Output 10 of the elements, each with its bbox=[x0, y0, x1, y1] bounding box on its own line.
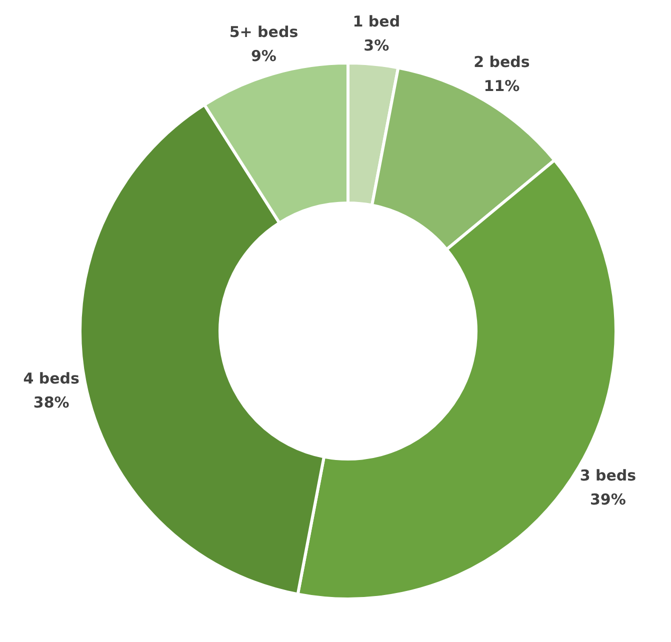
data-label: 9% bbox=[251, 46, 276, 65]
slice-label: 4 beds bbox=[23, 370, 80, 388]
data-label: 11% bbox=[484, 77, 520, 96]
data-label: 3% bbox=[364, 36, 390, 54]
slice-label: 1 bed bbox=[352, 12, 400, 30]
data-label: 38% bbox=[33, 394, 70, 412]
slice-label: 2 beds bbox=[474, 53, 530, 72]
slice-label: 3 beds bbox=[580, 466, 636, 485]
slice-label: 5+ beds bbox=[229, 22, 298, 41]
data-label: 39% bbox=[590, 490, 626, 509]
